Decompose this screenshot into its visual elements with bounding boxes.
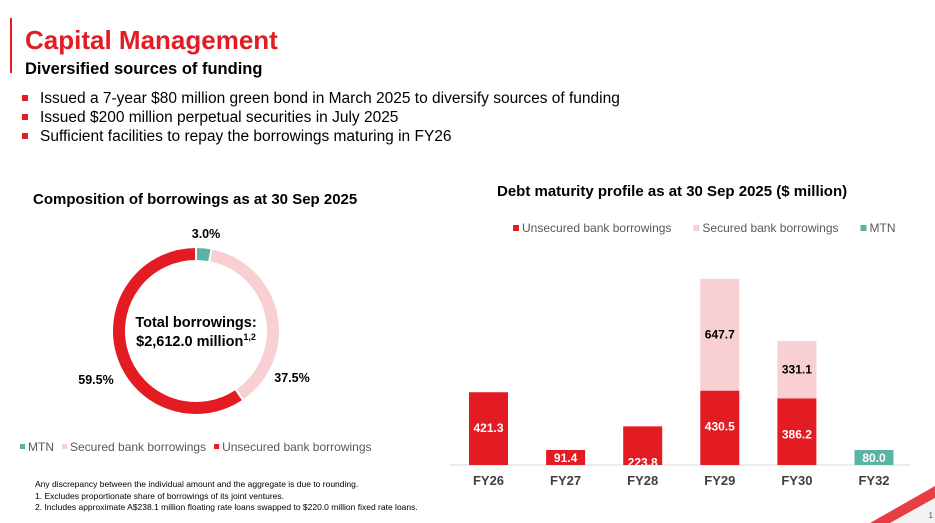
bar-data-label: 223.8 [628, 455, 658, 469]
bar-data-label: 430.5 [705, 420, 735, 434]
legend-label: Secured bank borrowings [702, 221, 838, 235]
bar-data-label: 91.4 [554, 451, 578, 465]
donut-slice-label: 37.5% [274, 371, 309, 385]
bar-data-label: 386.2 [782, 427, 812, 441]
bar-unsecured-bank-borrowings [469, 392, 508, 465]
page-number: 1 [928, 511, 933, 520]
debt-maturity-bar-chart: Unsecured bank borrowings Secured bank bo… [450, 221, 910, 488]
bar-secured-bank-borrowings [700, 278, 740, 391]
bar-unsecured-bank-borrowings [546, 450, 586, 465]
donut-slice-label: 59.5% [78, 373, 113, 387]
legend-label: MTN [28, 440, 54, 454]
title-accent-bar [10, 18, 12, 73]
bar-unsecured-bank-borrowings [623, 426, 663, 465]
donut-slice-label: 3.0% [192, 227, 221, 241]
bullet-item: Sufficient facilities to repay the borro… [22, 127, 620, 146]
bar-data-label: 421.3 [473, 421, 503, 435]
footnote: 1. Excludes proportionate share of borro… [35, 490, 284, 501]
legend-swatch [513, 225, 519, 231]
bullet-item: Issued a 7-year $80 million green bond i… [22, 89, 620, 108]
page-title: Capital Management [25, 25, 278, 55]
footnotes: Any discrepancy between the individual a… [35, 479, 418, 514]
legend-swatch [860, 225, 867, 231]
footnote: Any discrepancy between the individual a… [35, 479, 359, 489]
x-tick-label: FY30 [781, 473, 812, 488]
bar-data-label: 331.1 [782, 363, 812, 377]
bar-unsecured-bank-borrowings [700, 390, 740, 465]
borrowings-donut-chart: 3.0% 37.5% 59.5% Total borrowings:$2,612.0 … [20, 227, 372, 454]
legend-label: MTN [870, 221, 896, 235]
legend-label: Unsecured bank borrowings [222, 440, 371, 454]
footnote: 2. Includes approximate A$238.1 million … [35, 502, 418, 512]
decorative-ribbon [870, 486, 935, 523]
legend-swatch [20, 444, 25, 449]
legend-label: Unsecured bank borrowings [522, 221, 671, 235]
bullet-item: Issued $200 million perpetual securities… [22, 108, 620, 127]
x-tick-label: FY26 [473, 473, 504, 488]
legend-label: Secured bank borrowings [70, 440, 206, 454]
legend-swatch [693, 225, 700, 231]
x-tick-label: FY28 [627, 473, 658, 488]
page-subtitle: Diversified sources of funding [25, 60, 263, 78]
bar-data-label: 80.0 [862, 451, 886, 465]
bar-unsecured-bank-borrowings [777, 398, 817, 465]
legend-swatch [62, 444, 67, 449]
x-tick-label: FY32 [858, 473, 889, 488]
footnote-superscript: 1,2 [243, 332, 256, 342]
donut-center-label: Total borrowings: [135, 315, 256, 331]
bar-data-label: 647.7 [705, 328, 735, 342]
x-tick-label: FY29 [704, 473, 735, 488]
donut-slice-unsecured-bank-borrowings [111, 245, 245, 416]
highlights-list: Issued a 7-year $80 million green bond i… [22, 89, 620, 146]
x-tick-label: FY27 [550, 473, 581, 488]
bar-chart-title: Debt maturity profile as at 30 Sep 2025 … [497, 183, 848, 200]
bar-secured-bank-borrowings [777, 341, 817, 399]
bar-mtn [854, 450, 894, 465]
legend-swatch [214, 444, 220, 449]
donut-center-total: $2,612.0 million1,2 [136, 332, 256, 350]
donut-chart-title: Composition of borrowings as at 30 Sep 2… [33, 191, 358, 208]
